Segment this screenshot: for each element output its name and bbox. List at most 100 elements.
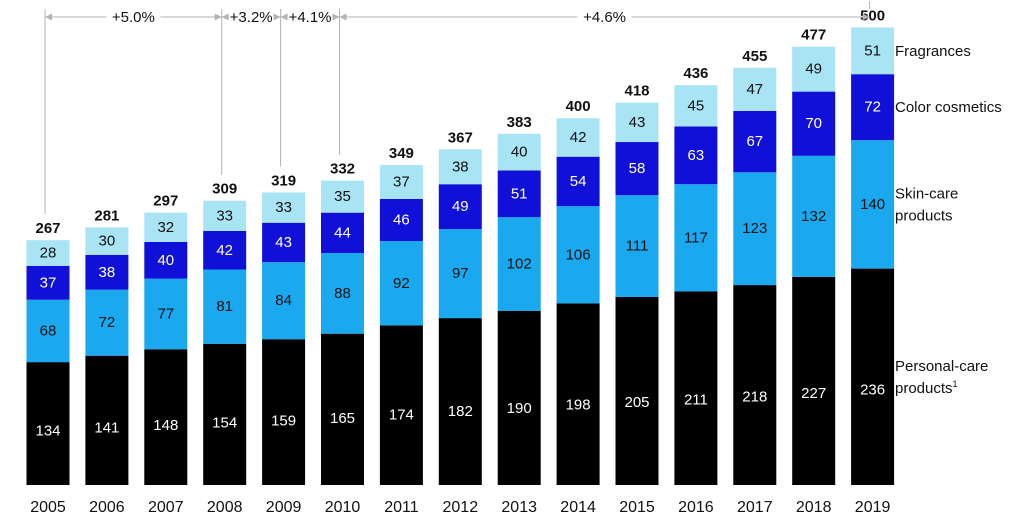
bar-segment-2007-2 [144, 241, 188, 279]
segment-value-label: 117 [684, 229, 708, 246]
arrow-right-icon [273, 13, 281, 21]
total-value-label: 309 [212, 181, 237, 198]
bar-segment-2014-1 [556, 206, 600, 304]
bar-segment-2009-1 [262, 262, 306, 340]
segment-value-label: 33 [216, 207, 233, 224]
segment-value-label: 68 [40, 322, 57, 339]
bar-segment-2005-2 [26, 265, 70, 300]
bar-segment-2018-0 [792, 276, 836, 485]
segment-value-label: 159 [271, 412, 296, 429]
x-tick-label: 2006 [89, 499, 125, 516]
bar-segment-2016-2 [674, 126, 718, 185]
x-tick-label: 2014 [560, 499, 596, 516]
bar-segment-2006-2 [85, 254, 129, 290]
bar-segment-2010-3 [321, 180, 364, 213]
segment-value-label: 58 [629, 160, 646, 177]
bar-segment-2012-2 [438, 184, 482, 230]
footnote-marker: 1 [953, 379, 958, 389]
bar-segment-2015-2 [615, 142, 659, 196]
legend-entry-3: Fragrances [895, 43, 971, 60]
arrow-right-icon [332, 13, 340, 21]
bar-segment-2015-1 [615, 195, 659, 298]
segment-value-label: 32 [157, 219, 174, 236]
bar-segment-2017-2 [733, 110, 777, 173]
x-tick-label: 2011 [384, 499, 419, 516]
segment-value-label: 174 [389, 406, 414, 423]
legend-entry-1: Skin-care products [895, 185, 958, 224]
segment-value-label: 42 [216, 242, 233, 259]
total-value-label: 477 [801, 27, 826, 44]
bar-segment-2007-1 [144, 278, 188, 350]
arrow-left-icon [45, 13, 52, 21]
x-tick-label: 2009 [266, 499, 302, 516]
segment-value-label: 84 [275, 292, 292, 309]
segment-value-label: 28 [40, 245, 57, 262]
x-tick-label: 2010 [325, 499, 361, 516]
bar-segment-2013-2 [497, 170, 541, 218]
bar-segment-2005-0 [26, 362, 70, 485]
segment-value-label: 182 [448, 403, 473, 420]
arrow-left-icon [221, 13, 229, 21]
segment-value-label: 43 [629, 114, 646, 131]
segment-value-label: 154 [212, 414, 237, 431]
segment-value-label: 102 [507, 256, 532, 273]
segment-value-label: 43 [275, 234, 292, 251]
segment-value-label: 123 [742, 220, 767, 237]
total-value-label: 367 [448, 129, 473, 146]
segment-value-label: 40 [157, 252, 174, 269]
total-value-label: 267 [35, 220, 60, 237]
x-tick-label: 2015 [619, 499, 655, 516]
segment-value-label: 51 [511, 185, 528, 202]
total-value-label: 400 [566, 98, 591, 115]
growth-rate-label: +4.6% [583, 9, 626, 26]
segment-labels-group: 134 68 37 28 141 72 38 30 148 77 40 32 154 81 42 33 159 8… [35, 42, 885, 439]
segment-value-label: 190 [507, 400, 532, 417]
segment-value-label: 88 [334, 285, 351, 302]
arrow-right-icon [214, 13, 222, 21]
segment-value-label: 47 [746, 81, 763, 98]
bar-segment-2014-2 [556, 156, 600, 207]
bar-segment-2008-2 [203, 230, 247, 270]
segment-value-label: 46 [393, 211, 410, 228]
bar-segment-2017-0 [733, 285, 777, 485]
segment-value-label: 70 [805, 115, 822, 132]
segment-value-label: 37 [40, 274, 57, 291]
segment-value-label: 92 [393, 275, 410, 292]
segment-value-label: 218 [742, 389, 767, 406]
total-value-label: 418 [624, 83, 649, 100]
bar-segment-2005-1 [26, 299, 70, 363]
bar-segment-2007-0 [144, 349, 188, 485]
segment-value-label: 81 [216, 298, 233, 315]
bar-segment-2008-3 [203, 200, 247, 231]
bar-segment-2014-0 [556, 303, 600, 485]
segment-value-label: 72 [99, 314, 116, 331]
bar-segment-2017-1 [733, 172, 777, 286]
total-value-label: 281 [94, 207, 119, 224]
bar-segment-2011-0 [379, 325, 423, 485]
segment-value-label: 141 [94, 420, 119, 437]
legend-entry-0: Personal-care products1 [895, 358, 988, 397]
segment-value-label: 77 [157, 305, 174, 322]
bar-segment-2015-0 [615, 297, 659, 485]
growth-rate-label: +3.2% [230, 9, 273, 26]
segment-value-label: 106 [566, 246, 591, 263]
bar-segment-2010-1 [321, 253, 364, 334]
segment-value-label: 140 [860, 196, 885, 213]
bar-segment-2014-3 [556, 118, 600, 157]
segment-value-label: 45 [688, 97, 705, 114]
total-value-label: 500 [860, 7, 885, 24]
bar-segment-2007-3 [144, 212, 188, 242]
bar-segment-2009-2 [262, 222, 306, 263]
legend-entry-2: Color cosmetics [895, 99, 1002, 116]
bar-segment-2009-3 [262, 192, 306, 223]
segment-value-label: 49 [452, 198, 469, 215]
bar-segment-2016-1 [674, 184, 718, 292]
segment-value-label: 227 [801, 385, 826, 402]
bar-segment-2006-1 [85, 289, 129, 356]
total-value-label: 332 [330, 161, 355, 178]
bar-segment-2010-0 [321, 333, 364, 485]
segment-value-label: 42 [570, 129, 587, 146]
bar-segment-2019-1 [851, 140, 895, 269]
segment-value-label: 148 [153, 417, 178, 434]
segment-value-label: 54 [570, 173, 587, 190]
